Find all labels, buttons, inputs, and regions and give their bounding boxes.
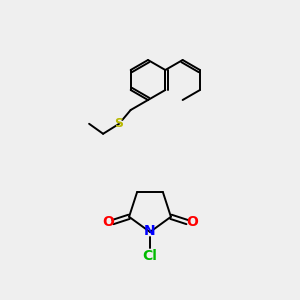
Text: N: N [144, 224, 156, 238]
Text: Cl: Cl [142, 249, 158, 263]
Text: O: O [102, 215, 114, 229]
Text: S: S [115, 117, 124, 130]
Text: O: O [186, 215, 198, 229]
